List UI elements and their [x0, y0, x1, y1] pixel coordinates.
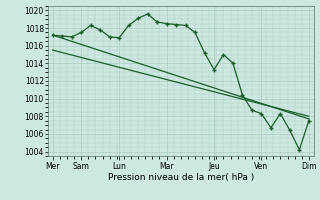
X-axis label: Pression niveau de la mer( hPa ): Pression niveau de la mer( hPa )	[108, 173, 254, 182]
